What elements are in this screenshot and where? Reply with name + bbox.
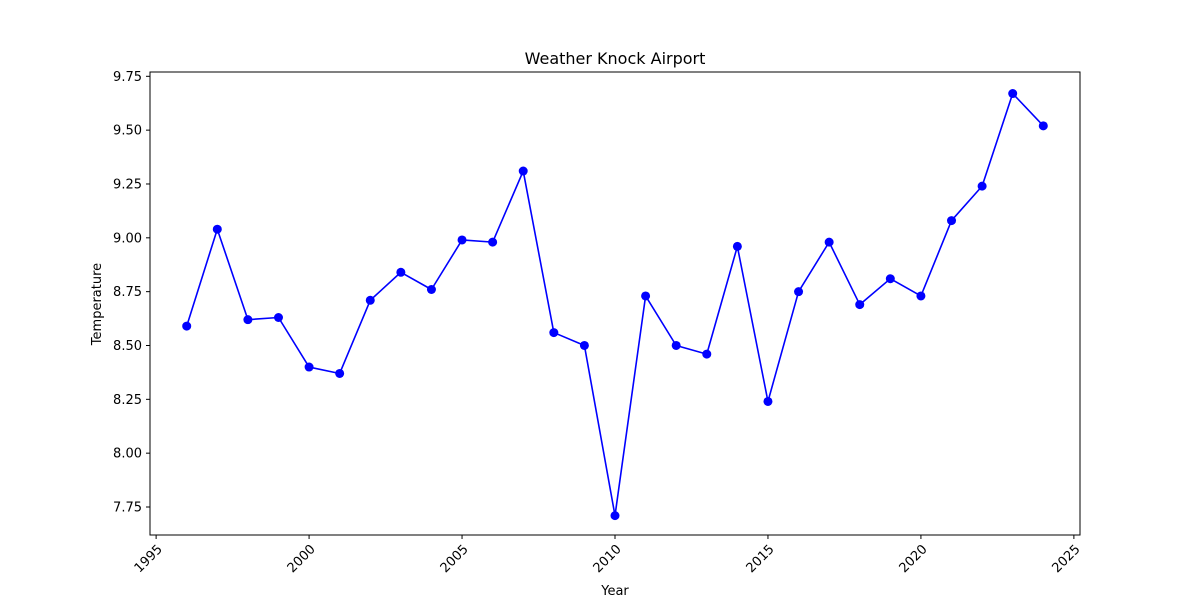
data-point <box>1008 89 1018 99</box>
data-point <box>794 287 804 297</box>
y-tick-label: 9.50 <box>113 124 142 139</box>
x-tick-label: 2000 <box>285 542 319 576</box>
x-tick-label: 2020 <box>897 542 931 576</box>
y-axis-title: Temperature <box>90 263 105 346</box>
data-point <box>182 321 192 331</box>
data-point <box>671 340 681 350</box>
data-point <box>212 224 222 234</box>
data-point <box>273 313 283 322</box>
y-tick-label: 7.75 <box>113 501 142 516</box>
data-point <box>426 285 436 294</box>
data-point <box>702 349 712 359</box>
data-point <box>610 511 620 521</box>
plot-frame <box>149 71 1081 536</box>
data-point <box>304 362 314 372</box>
series-line <box>185 92 1044 517</box>
y-tick-label: 9.00 <box>113 231 142 246</box>
data-point <box>488 237 498 247</box>
y-tick-label: 9.25 <box>113 177 142 192</box>
x-tick-label: 2010 <box>591 542 625 576</box>
data-point <box>579 340 589 350</box>
data-point <box>457 235 467 245</box>
data-point <box>549 328 559 338</box>
data-point <box>763 396 773 406</box>
data-point <box>732 241 742 251</box>
y-tick-label: 8.25 <box>113 393 142 408</box>
y-tick-label: 8.50 <box>113 339 142 354</box>
y-tick-label: 8.00 <box>113 447 142 462</box>
data-point <box>885 274 895 284</box>
data-point <box>365 295 375 305</box>
data-point <box>396 267 406 277</box>
data-point <box>916 291 926 301</box>
x-axis-title: Year <box>600 584 629 599</box>
data-point <box>947 216 957 226</box>
x-tick-label: 1995 <box>132 542 166 576</box>
plot-area <box>182 89 1048 521</box>
data-point <box>855 300 865 310</box>
y-axis: 7.75 8.00 8.25 8.50 8.75 9.00 9.25 9.50 9.75 <box>113 70 150 516</box>
y-tick-label: 8.75 <box>113 285 142 300</box>
data-point <box>1038 121 1048 131</box>
x-tick-label: 2015 <box>744 542 778 576</box>
data-point <box>335 368 345 378</box>
chart-title: Weather Knock Airport <box>525 49 706 68</box>
data-point <box>641 291 651 301</box>
data-point <box>824 237 834 247</box>
data-point <box>243 315 253 325</box>
x-tick-label: 2005 <box>438 542 472 576</box>
x-tick-label: 2025 <box>1050 542 1084 576</box>
x-axis: 1995 2000 2005 2010 2015 2020 2025 <box>132 535 1084 576</box>
data-point <box>977 181 987 191</box>
y-tick-label: 9.75 <box>113 70 142 85</box>
data-point <box>518 166 528 176</box>
